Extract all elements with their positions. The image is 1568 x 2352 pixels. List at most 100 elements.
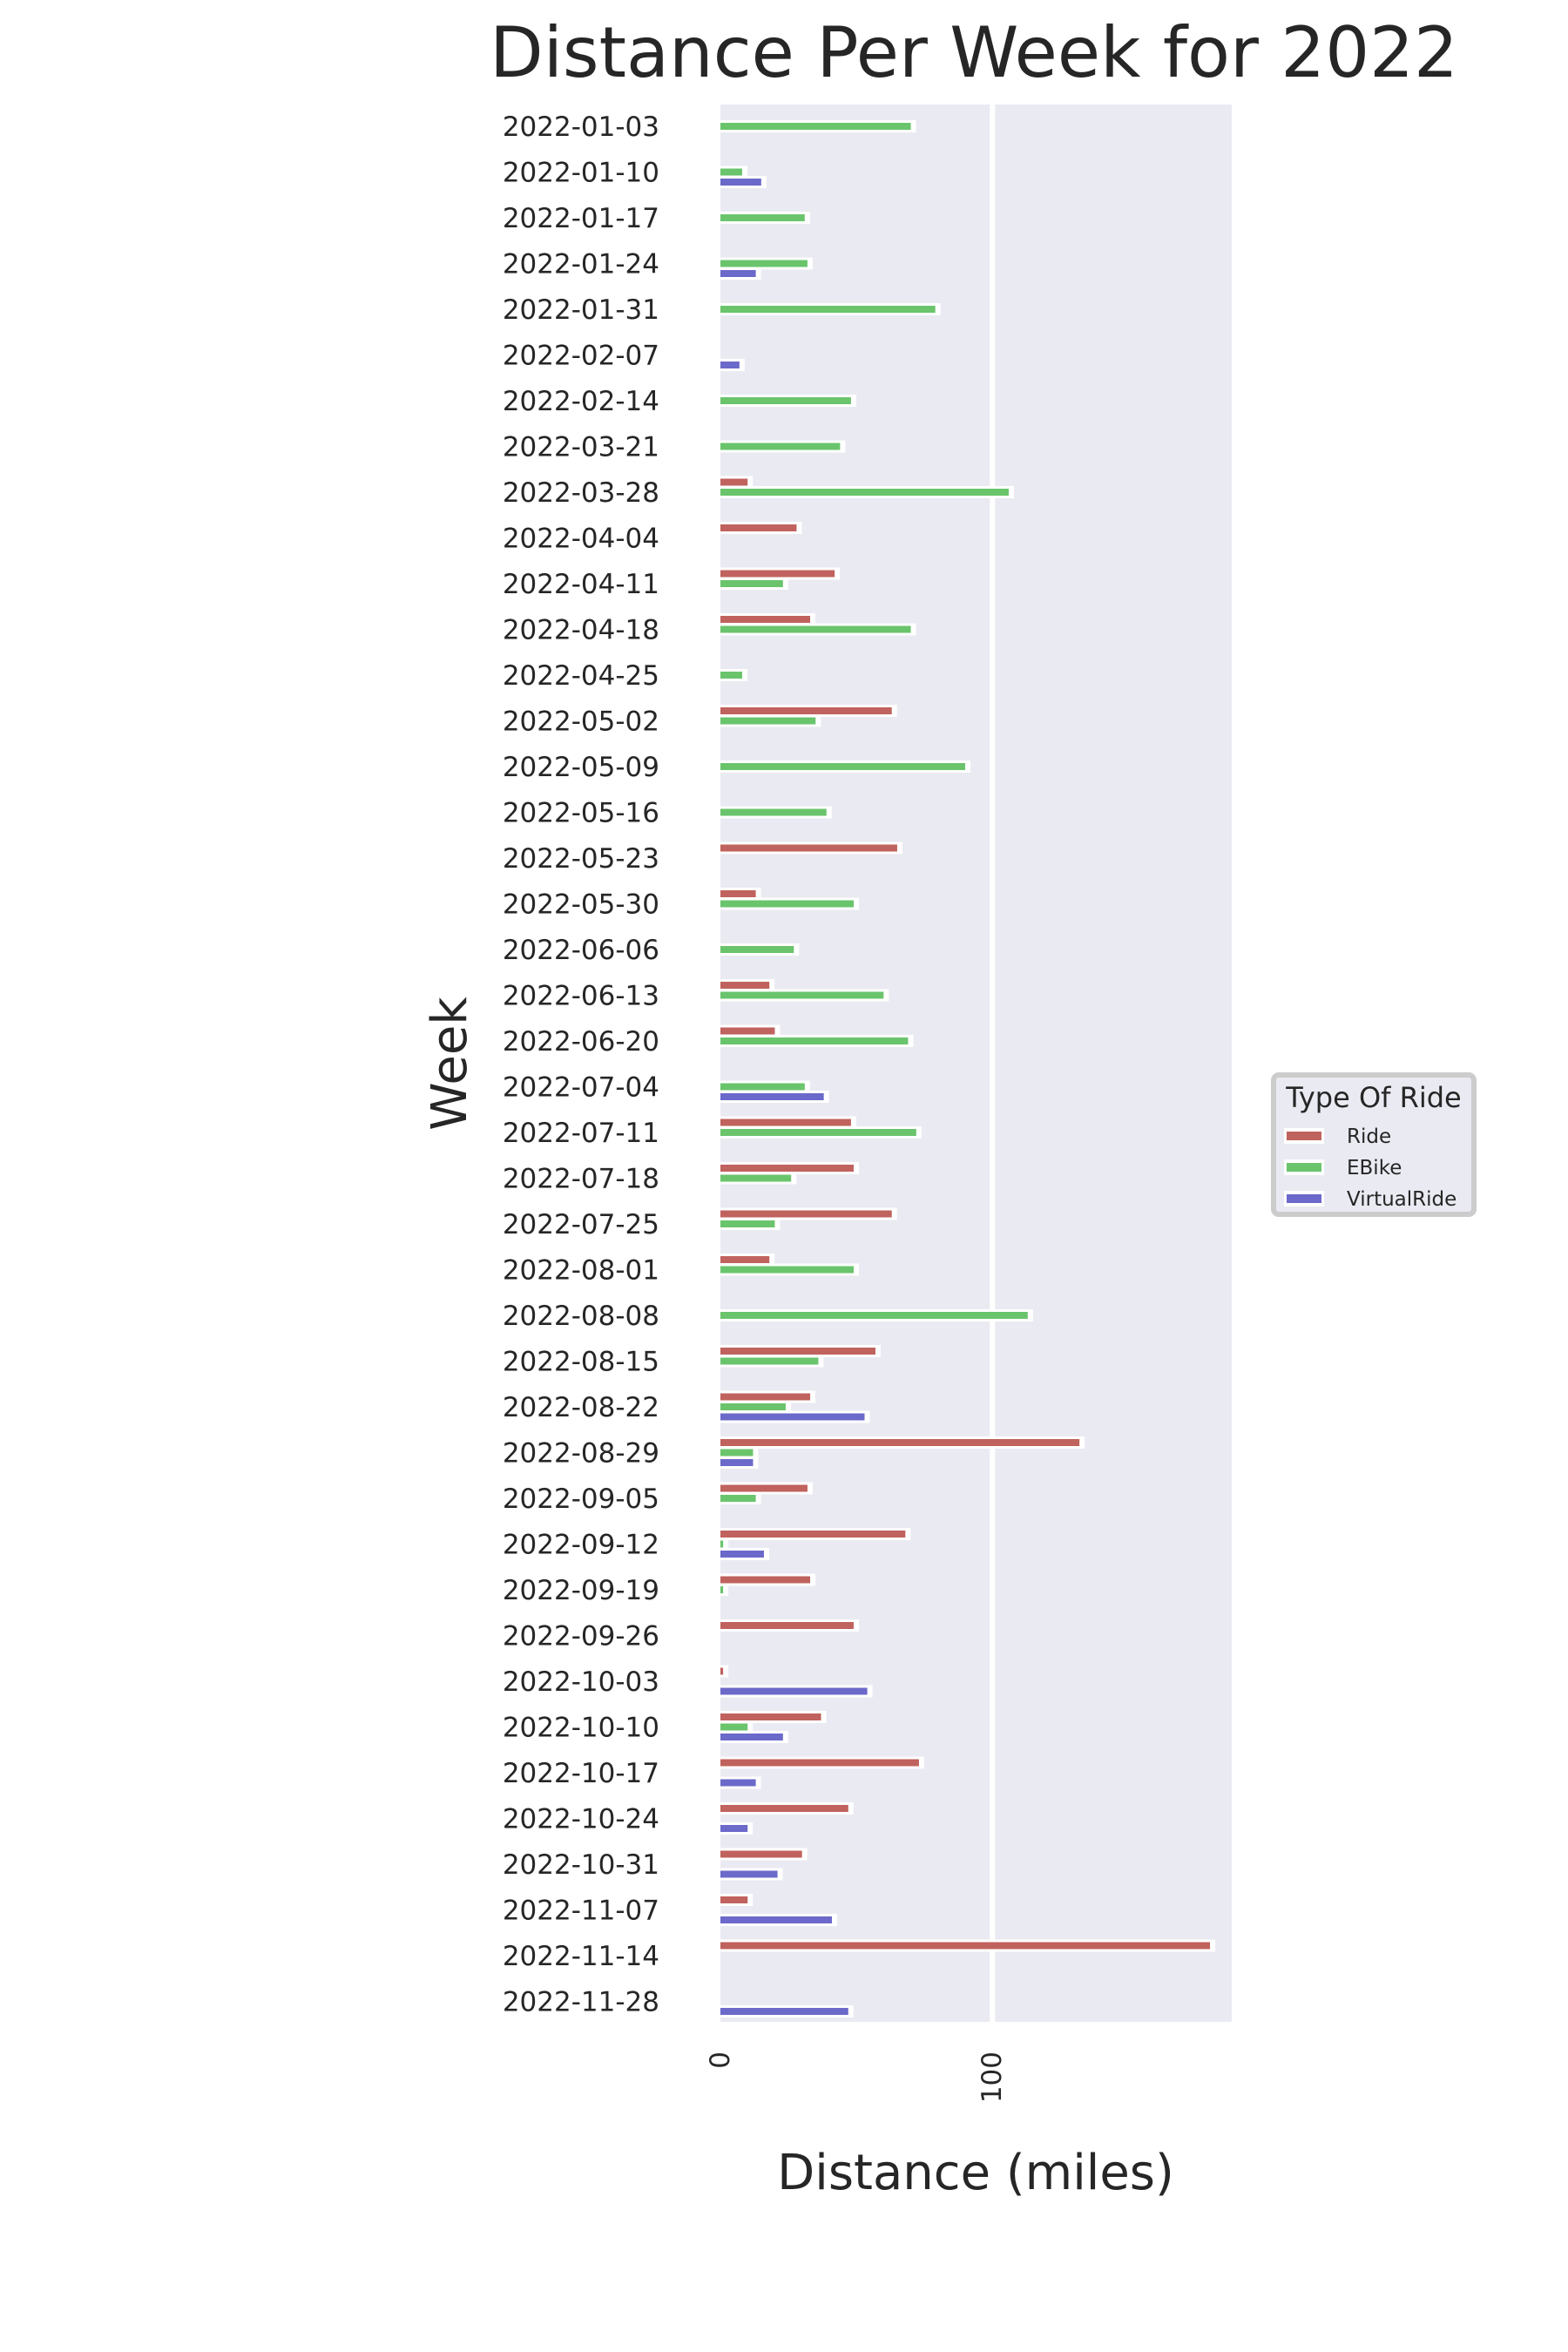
y-tick-label: 2022-05-30	[503, 889, 659, 921]
chart-title: Distance Per Week for 2022	[490, 12, 1458, 93]
y-tick-label: 2022-02-14	[503, 386, 659, 417]
bar-ebike	[720, 1357, 819, 1365]
legend-label-ebike: EBike	[1347, 1157, 1402, 1179]
y-tick-label: 2022-05-23	[503, 843, 659, 875]
bar-ride	[720, 1027, 775, 1035]
bar-ride	[720, 1667, 724, 1675]
bar-ebike	[720, 397, 851, 404]
bar-ride	[720, 1119, 851, 1126]
y-tick-label: 2022-10-31	[503, 1849, 659, 1881]
bar-ride	[720, 1896, 748, 1903]
y-tick-label: 2022-04-18	[503, 615, 659, 646]
bar-ebike	[720, 580, 783, 587]
bar-outline	[720, 1584, 729, 1596]
bar-ebike	[720, 946, 794, 953]
y-tick-label: 2022-04-04	[503, 524, 659, 555]
bar-ebike	[720, 443, 841, 450]
bar-ebike	[720, 1540, 724, 1548]
bar-virtualride	[720, 1779, 756, 1787]
y-tick-label: 2022-04-25	[503, 660, 659, 692]
bar-ride	[720, 1713, 821, 1720]
y-tick-label: 2022-06-20	[503, 1026, 659, 1058]
y-tick-label: 2022-09-19	[503, 1575, 659, 1606]
y-tick-label: 2022-08-22	[503, 1392, 659, 1423]
y-tick-label: 2022-04-11	[503, 569, 659, 600]
bar-ebike	[720, 672, 742, 679]
bar-ebike	[720, 1495, 756, 1502]
y-tick-label: 2022-09-12	[503, 1530, 659, 1561]
y-tick-label: 2022-01-24	[503, 249, 659, 280]
bar-outline	[720, 1665, 729, 1678]
bar-ebike	[720, 489, 1009, 496]
bar-ride	[720, 616, 811, 623]
bar-ride	[720, 1484, 808, 1492]
bar-ebike	[720, 1037, 909, 1044]
bar-virtualride	[720, 1870, 778, 1878]
y-tick-label: 2022-11-07	[503, 1896, 659, 1927]
y-tick-label: 2022-01-17	[503, 203, 659, 234]
bar-ebike	[720, 1220, 775, 1227]
bar-virtualride	[720, 1413, 865, 1421]
bar-ebike	[720, 1312, 1028, 1319]
bar-ebike	[720, 123, 911, 130]
y-tick-label: 2022-07-25	[503, 1209, 659, 1240]
bar-ebike	[720, 808, 827, 816]
y-tick-label: 2022-08-29	[503, 1438, 659, 1470]
bar-ebike	[720, 1266, 854, 1274]
x-axis-label: Distance (miles)	[777, 2145, 1174, 2201]
x-tick-label: 0	[705, 2051, 736, 2069]
y-tick-label: 2022-10-17	[503, 1758, 659, 1789]
bar-virtualride	[720, 270, 756, 277]
y-tick-label: 2022-10-03	[503, 1666, 659, 1698]
bar-ride	[720, 524, 797, 531]
y-tick-label: 2022-08-01	[503, 1255, 659, 1287]
bar-virtualride	[720, 1734, 783, 1740]
bar-virtualride	[720, 1825, 748, 1832]
bar-ride	[720, 1439, 1080, 1446]
bar-ride	[720, 844, 897, 852]
bar-ride	[720, 1850, 802, 1858]
bar-virtualride	[720, 362, 740, 368]
y-tick-label: 2022-07-04	[503, 1072, 659, 1104]
bar-ebike	[720, 763, 966, 770]
bar-ebike	[720, 1723, 748, 1731]
bar-ride	[720, 982, 770, 989]
bar-ebike	[720, 260, 808, 267]
plot-area	[720, 105, 1232, 2022]
bar-ride	[720, 1759, 919, 1767]
y-tick-label: 2022-03-21	[503, 432, 659, 463]
bar-ride	[720, 1531, 906, 1538]
legend-swatch-ebike	[1287, 1163, 1321, 1172]
bar-ebike	[720, 1174, 792, 1182]
bar-ride	[720, 570, 835, 578]
y-tick-label: 2022-03-28	[503, 477, 659, 509]
bar-ebike	[720, 168, 742, 176]
bar-virtualride	[720, 1916, 833, 1923]
bar-ride	[720, 478, 748, 486]
bar-ebike	[720, 1083, 805, 1091]
legend-box	[1271, 1072, 1477, 1217]
bar-ride	[720, 890, 756, 897]
bar-outline	[720, 1538, 729, 1551]
bar-ride	[720, 1622, 854, 1629]
legend-title: Type Of Ride	[1285, 1081, 1461, 1114]
y-tick-label: 2022-05-02	[503, 706, 659, 738]
x-tick-label: 100	[977, 2051, 1008, 2103]
bar-virtualride	[720, 2008, 848, 2015]
legend-swatch-virtualride	[1287, 1194, 1321, 1203]
y-tick-label: 2022-07-18	[503, 1164, 659, 1195]
bar-ride	[720, 1256, 770, 1263]
bar-virtualride	[720, 1459, 754, 1466]
y-axis-label: Week	[422, 997, 478, 1131]
bar-ebike	[720, 900, 854, 908]
bar-ride	[720, 1942, 1211, 1950]
bar-ride	[720, 707, 892, 714]
bar-ebike	[720, 1129, 916, 1136]
y-tick-label: 2022-01-31	[503, 294, 659, 326]
y-tick-label: 2022-05-16	[503, 798, 659, 829]
y-tick-label: 2022-10-24	[503, 1804, 659, 1835]
y-tick-label: 2022-05-09	[503, 752, 659, 783]
y-tick-label: 2022-06-13	[503, 981, 659, 1012]
bar-virtualride	[720, 1093, 824, 1100]
bar-ebike	[720, 991, 884, 999]
